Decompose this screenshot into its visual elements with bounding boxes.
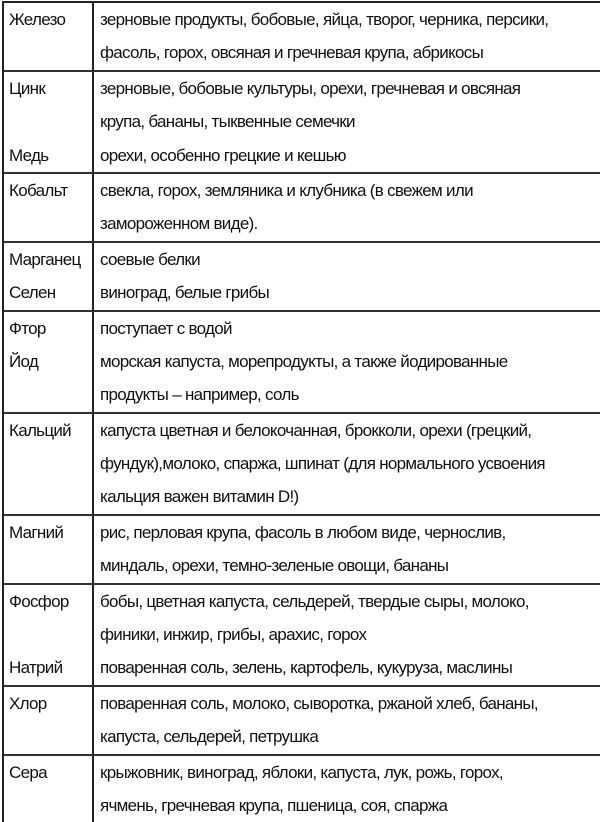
- mineral-name: Кобальт: [9, 180, 68, 200]
- table-row: Сера крыжовник, виноград, яблоки, капуста…: [4, 755, 600, 822]
- food-sources: морская капуста, морепродукты, а также й…: [100, 351, 508, 371]
- mineral-name: Натрий: [9, 658, 63, 678]
- mineral-name: Цинк: [9, 78, 46, 98]
- food-sources: поваренная соль, зелень, картофель, куку…: [100, 658, 513, 678]
- mineral-name: Марганец: [9, 249, 81, 269]
- mineral-name: [4, 378, 94, 411]
- mineral-name: [4, 36, 94, 69]
- mineral-name: [4, 447, 94, 480]
- table-line: Кобальт свекла, горох, земляника и клубни…: [4, 174, 600, 207]
- table-row: Кальций капуста цветная и белокочанная, б…: [4, 413, 600, 516]
- food-sources: рис, перловая крупа, фасоль в любом виде…: [100, 522, 506, 542]
- table-line: Хлор поваренная соль, молоко, сыворотка, …: [4, 687, 600, 720]
- mineral-name: Сера: [9, 762, 48, 782]
- mineral-name: [4, 720, 94, 753]
- table-row: Кобальт свекла, горох, земляника и клубни…: [4, 173, 600, 243]
- table-line: Железо зерновые продукты, бобовые, яйца, …: [4, 3, 600, 36]
- food-sources: виноград, белые грибы: [100, 283, 270, 303]
- food-sources: поваренная соль, молоко, сыворотка, ржан…: [100, 693, 539, 713]
- table-line: Медь орехи, особенно грецкие и кешью: [4, 139, 600, 172]
- food-sources: капуста, сельдерей, петрушка: [100, 727, 319, 747]
- food-sources: финики, инжир, грибы, арахис, горох: [100, 625, 367, 645]
- table-line: финики, инжир, грибы, арахис, горох: [4, 618, 600, 651]
- table-line: Магний рис, перловая крупа, фасоль в любо…: [4, 516, 600, 549]
- mineral-name: [4, 105, 94, 138]
- mineral-name: Фтор: [9, 318, 46, 338]
- mineral-name: [4, 789, 94, 822]
- table-row: Хлор поваренная соль, молоко, сыворотка, …: [4, 686, 600, 756]
- food-sources: крыжовник, виноград, яблоки, капуста, лу…: [100, 762, 504, 782]
- food-sources: свекла, горох, земляника и клубника (в с…: [100, 180, 474, 200]
- table-line: Натрий поваренная соль, зелень, картофель…: [4, 651, 600, 684]
- mineral-name: [4, 480, 94, 513]
- mineral-name: Медь: [9, 145, 49, 165]
- table-row: Фтор поступает с водой Йод морская капуста,…: [4, 311, 600, 414]
- food-sources: капуста цветная и белокочанная, брокколи…: [100, 420, 532, 440]
- mineral-name: Магний: [9, 522, 64, 542]
- table-line: кальция важен витамин D!): [4, 480, 600, 513]
- table-line: замороженном виде).: [4, 207, 600, 240]
- food-sources: соевые белки: [100, 249, 201, 269]
- mineral-name: Йод: [9, 351, 39, 371]
- mineral-name: [4, 549, 94, 582]
- table-line: продукты – например, соль: [4, 378, 600, 411]
- table-row: Цинк зерновые, бобовые культуры, орехи, г…: [4, 71, 600, 174]
- table-line: Йод морская капуста, морепродукты, а такж…: [4, 345, 600, 378]
- mineral-name: Фосфор: [9, 591, 69, 611]
- food-sources: замороженном виде).: [100, 214, 258, 234]
- table-line: ячмень, гречневая крупа, пшеница, соя, с…: [4, 789, 600, 822]
- table-line: Кальций капуста цветная и белокочанная, б…: [4, 414, 600, 447]
- table-row: Железо зерновые продукты, бобовые, яйца, …: [4, 3, 600, 72]
- food-sources: крупа, бананы, тыквенные семечки: [100, 112, 356, 132]
- table-line: Фтор поступает с водой: [4, 312, 600, 345]
- table-line: Сера крыжовник, виноград, яблоки, капуста…: [4, 756, 600, 789]
- food-sources: кальция важен витамин D!): [100, 487, 299, 507]
- food-sources: фасоль, горох, овсяная и гречневая крупа…: [100, 43, 484, 63]
- table-line: миндаль, орехи, темно-зеленые овощи, бан…: [4, 549, 600, 582]
- mineral-name: [4, 618, 94, 651]
- mineral-name: [4, 207, 94, 240]
- mineral-name: Железо: [9, 10, 66, 29]
- table-line: Марганец соевые белки: [4, 243, 600, 276]
- table-line: фасоль, горох, овсяная и гречневая крупа…: [4, 36, 600, 69]
- mineral-name: Кальций: [9, 420, 72, 440]
- table-row: Марганец соевые белки Селен виноград, белые…: [4, 242, 600, 312]
- table-line: Селен виноград, белые грибы: [4, 276, 600, 309]
- food-sources: поступает с водой: [100, 318, 233, 338]
- food-sources: ячмень, гречневая крупа, пшеница, соя, с…: [100, 795, 448, 815]
- table-line: Фосфор бобы, цветная капуста, сельдерей, …: [4, 585, 600, 618]
- table-row: Фосфор бобы, цветная капуста, сельдерей, …: [4, 584, 600, 687]
- food-sources: бобы, цветная капуста, сельдерей, тверды…: [100, 591, 529, 611]
- food-sources: орехи, особенно грецкие и кешью: [100, 145, 346, 165]
- table-line: капуста, сельдерей, петрушка: [4, 720, 600, 753]
- table-line: крупа, бананы, тыквенные семечки: [4, 105, 600, 138]
- table-row: Магний рис, перловая крупа, фасоль в любо…: [4, 515, 600, 585]
- food-sources: зерновые продукты, бобовые, яйца, творог…: [100, 10, 549, 29]
- table-line: Цинк зерновые, бобовые культуры, орехи, г…: [4, 72, 600, 105]
- food-sources: фундук),молоко, спаржа, шпинат (для норм…: [100, 454, 546, 474]
- food-sources: продукты – например, соль: [100, 385, 299, 405]
- food-sources: миндаль, орехи, темно-зеленые овощи, бан…: [100, 556, 449, 576]
- food-sources: зерновые, бобовые культуры, орехи, гречн…: [100, 78, 521, 98]
- mineral-name: Селен: [9, 283, 56, 303]
- table-line: фундук),молоко, спаржа, шпинат (для норм…: [4, 447, 600, 480]
- mineral-name: Хлор: [9, 693, 47, 713]
